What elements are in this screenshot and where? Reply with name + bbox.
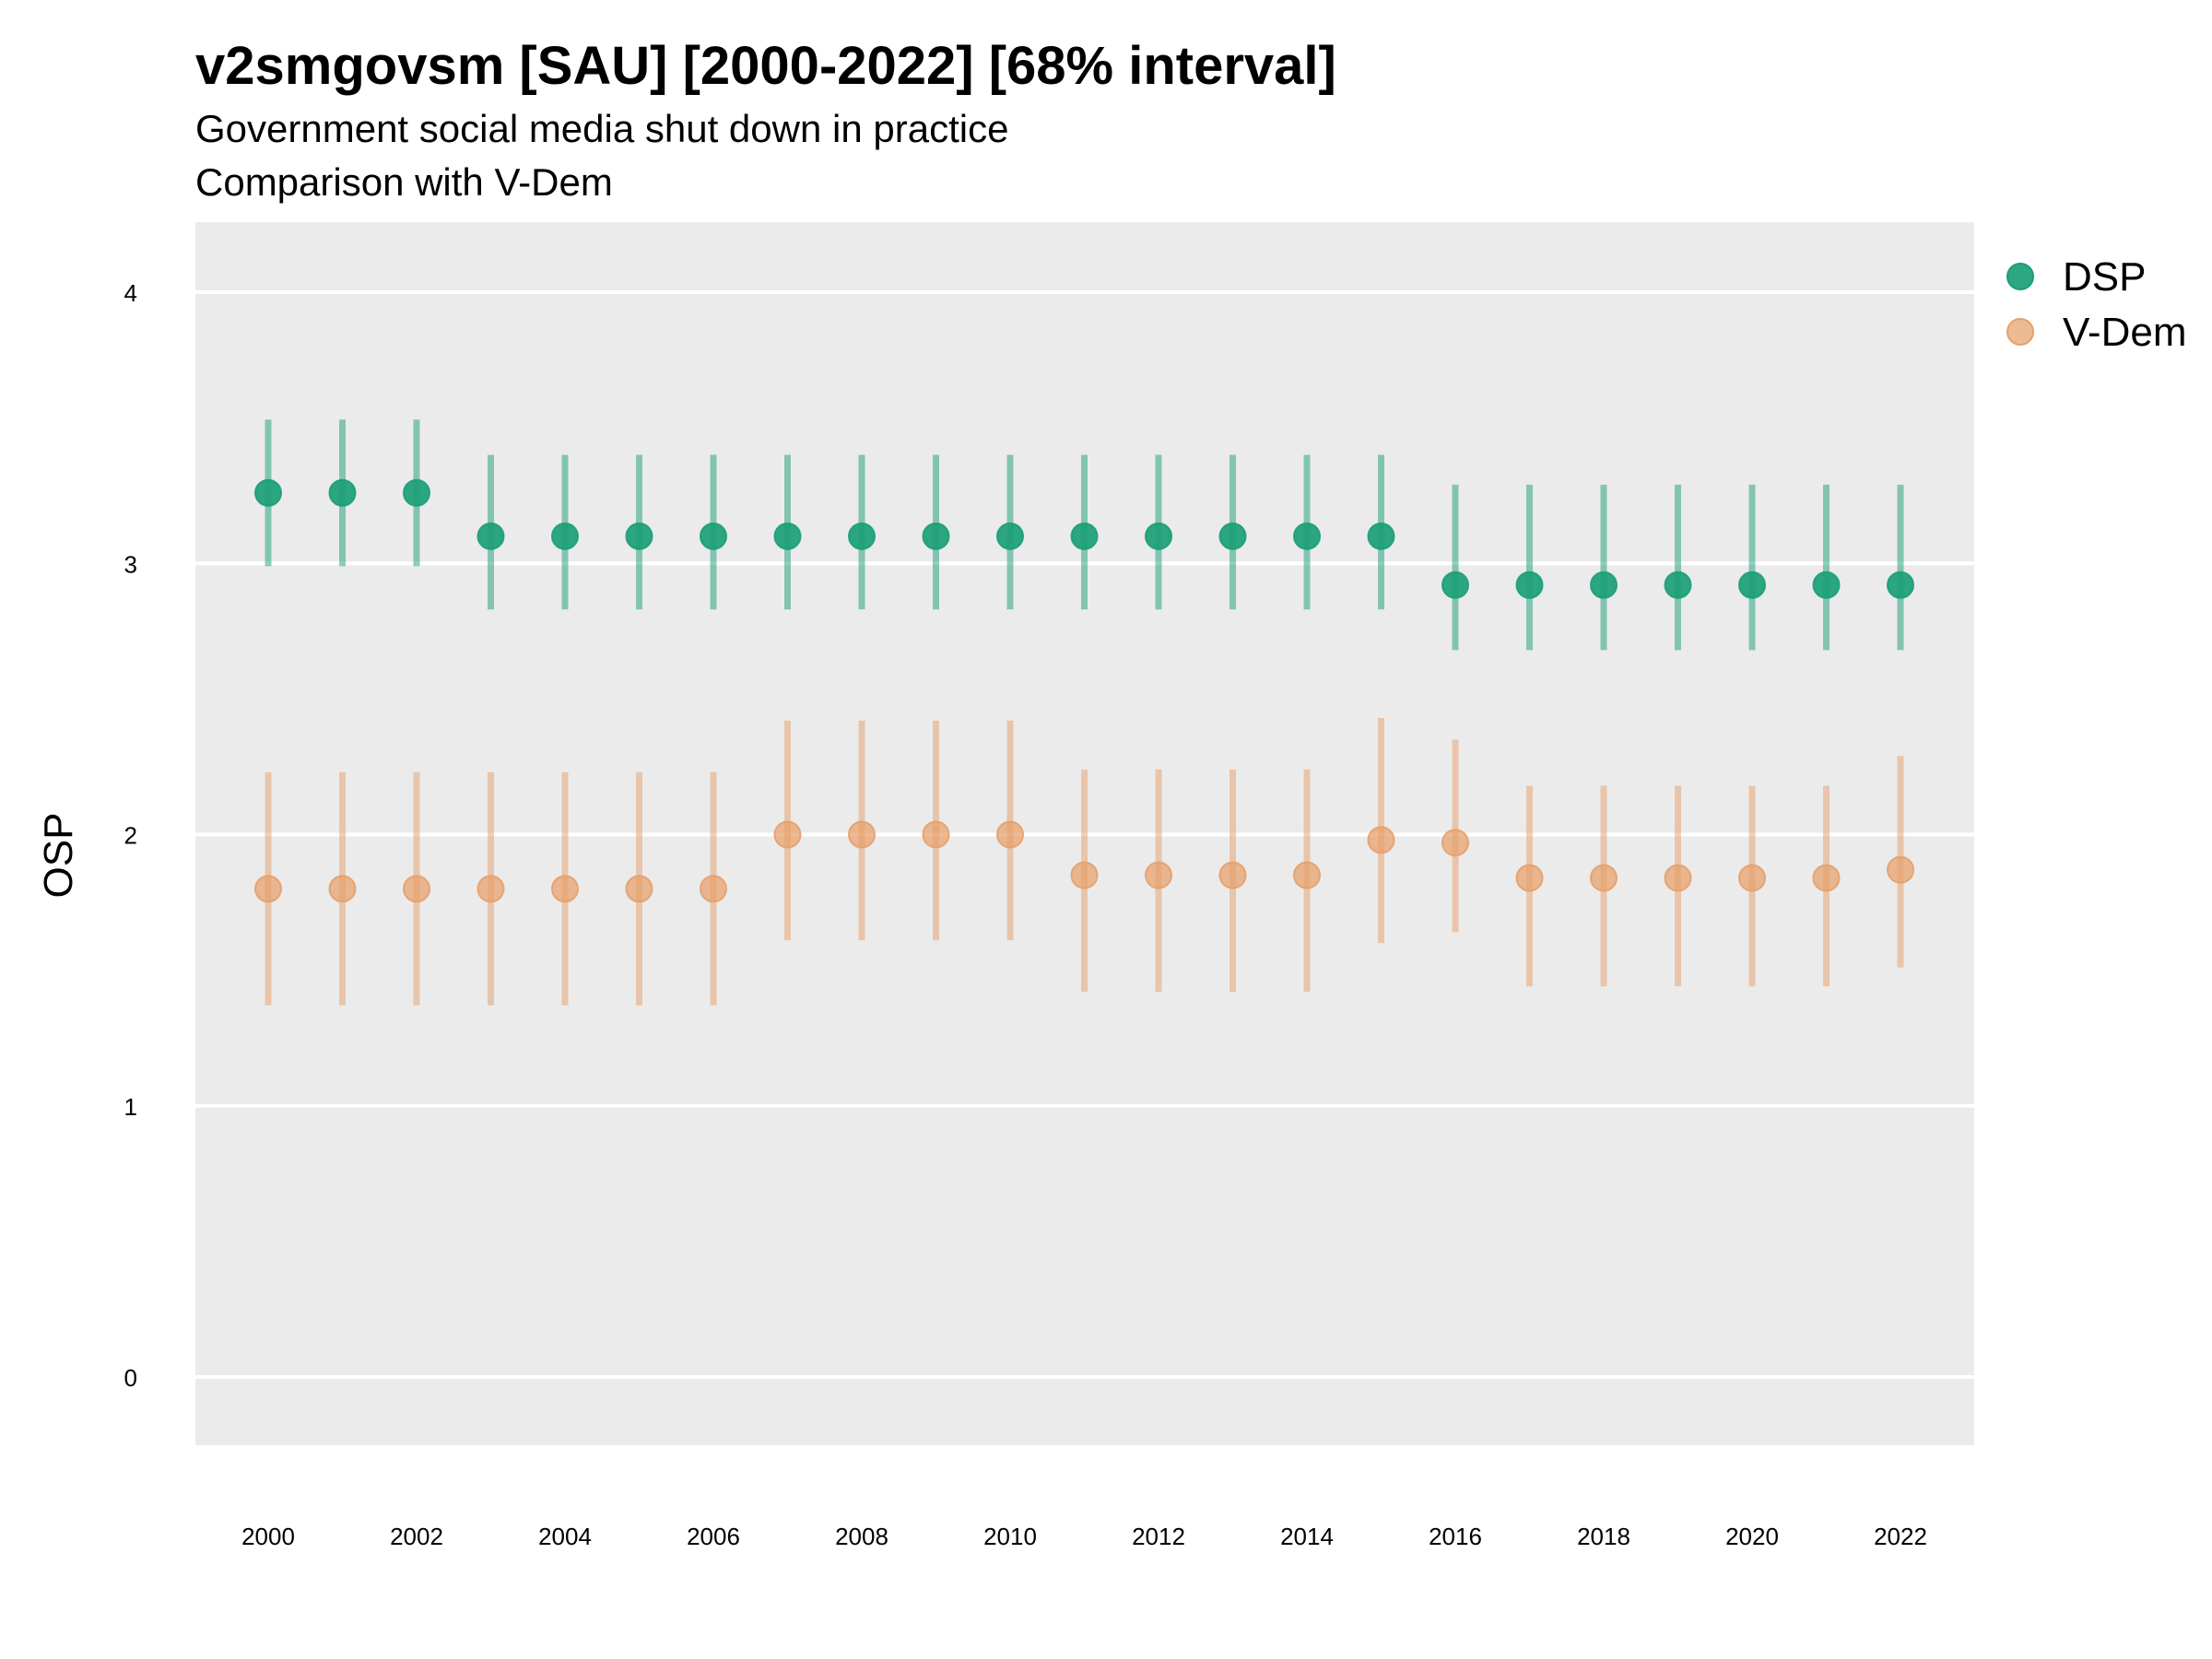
x-tick-label: 2004 xyxy=(538,1523,592,1550)
x-tick-label: 2008 xyxy=(835,1523,888,1550)
legend-label: V-Dem xyxy=(2063,310,2186,355)
data-point[interactable] xyxy=(996,522,1024,550)
data-point[interactable] xyxy=(328,478,357,507)
data-point[interactable] xyxy=(1664,571,1692,599)
x-axis-ticks: 2000 2002 2004 2006 2008 2010 2012 2014 2016 2018… xyxy=(241,1523,1927,1550)
x-tick-label: 2014 xyxy=(1280,1523,1334,1550)
data-point[interactable] xyxy=(1887,571,1914,599)
data-point[interactable] xyxy=(1887,855,1914,884)
legend-swatch xyxy=(2006,318,2034,346)
data-point[interactable] xyxy=(1515,864,1544,892)
x-tick-label: 2022 xyxy=(1874,1523,1927,1550)
data-point[interactable] xyxy=(254,478,282,507)
data-point[interactable] xyxy=(1590,571,1618,599)
data-point[interactable] xyxy=(1145,861,1172,889)
data-point[interactable] xyxy=(700,522,727,550)
chart-marks xyxy=(254,419,1914,1006)
x-tick-label: 2006 xyxy=(687,1523,740,1550)
chart-title: v2smgovsm [SAU] [2000-2022] [68% interva… xyxy=(195,36,1336,96)
x-tick-label: 2000 xyxy=(241,1523,295,1550)
data-point[interactable] xyxy=(1218,861,1247,889)
y-tick-label: 2 xyxy=(124,822,137,850)
x-tick-label: 2016 xyxy=(1429,1523,1482,1550)
series-dsp xyxy=(254,419,1914,651)
data-point[interactable] xyxy=(1664,864,1692,892)
data-point[interactable] xyxy=(1218,522,1247,550)
y-axis-ticks: 0 1 2 3 4 xyxy=(124,279,137,1392)
data-point[interactable] xyxy=(848,522,876,550)
data-point[interactable] xyxy=(1441,829,1469,857)
x-tick-label: 2002 xyxy=(390,1523,443,1550)
data-point[interactable] xyxy=(922,820,950,849)
legend[interactable]: DSP V-Dem xyxy=(2006,254,2186,355)
data-point[interactable] xyxy=(996,820,1024,849)
data-point[interactable] xyxy=(1515,571,1544,599)
data-point[interactable] xyxy=(1367,522,1395,550)
legend-label: DSP xyxy=(2063,254,2146,300)
data-point[interactable] xyxy=(1293,861,1321,889)
data-point[interactable] xyxy=(1812,864,1841,892)
y-axis-label: OSP xyxy=(36,813,81,899)
data-point[interactable] xyxy=(1441,571,1469,599)
legend-swatch xyxy=(2006,263,2034,290)
data-point[interactable] xyxy=(1812,571,1841,599)
data-point[interactable] xyxy=(477,875,505,903)
series-v-dem xyxy=(254,717,1914,1006)
data-point[interactable] xyxy=(1070,522,1099,550)
data-point[interactable] xyxy=(551,875,579,903)
data-point[interactable] xyxy=(254,875,282,903)
data-point[interactable] xyxy=(700,875,727,903)
data-point[interactable] xyxy=(773,820,802,849)
data-point[interactable] xyxy=(403,875,430,903)
x-tick-label: 2018 xyxy=(1577,1523,1630,1550)
chart-subtitle-comparison: Comparison with V-Dem xyxy=(195,160,613,204)
y-tick-label: 3 xyxy=(124,550,137,578)
data-point[interactable] xyxy=(922,522,950,550)
y-tick-label: 1 xyxy=(124,1093,137,1121)
x-tick-label: 2010 xyxy=(983,1523,1037,1550)
data-point[interactable] xyxy=(1070,861,1099,889)
data-point[interactable] xyxy=(1738,571,1766,599)
y-tick-label: 0 xyxy=(124,1364,137,1392)
data-point[interactable] xyxy=(625,875,653,903)
data-point[interactable] xyxy=(1590,864,1618,892)
data-point[interactable] xyxy=(773,522,802,550)
data-point[interactable] xyxy=(1738,864,1766,892)
data-point[interactable] xyxy=(477,522,505,550)
data-point[interactable] xyxy=(403,478,430,507)
data-point[interactable] xyxy=(625,522,653,550)
data-point[interactable] xyxy=(848,820,876,849)
data-point[interactable] xyxy=(1367,826,1395,854)
x-tick-label: 2020 xyxy=(1725,1523,1779,1550)
data-point[interactable] xyxy=(328,875,357,903)
data-point[interactable] xyxy=(1293,522,1321,550)
data-point[interactable] xyxy=(1145,522,1172,550)
data-point[interactable] xyxy=(551,522,579,550)
y-tick-label: 4 xyxy=(124,279,137,307)
x-tick-label: 2012 xyxy=(1132,1523,1185,1550)
chart-subtitle: Government social media shut down in pra… xyxy=(195,107,1009,150)
